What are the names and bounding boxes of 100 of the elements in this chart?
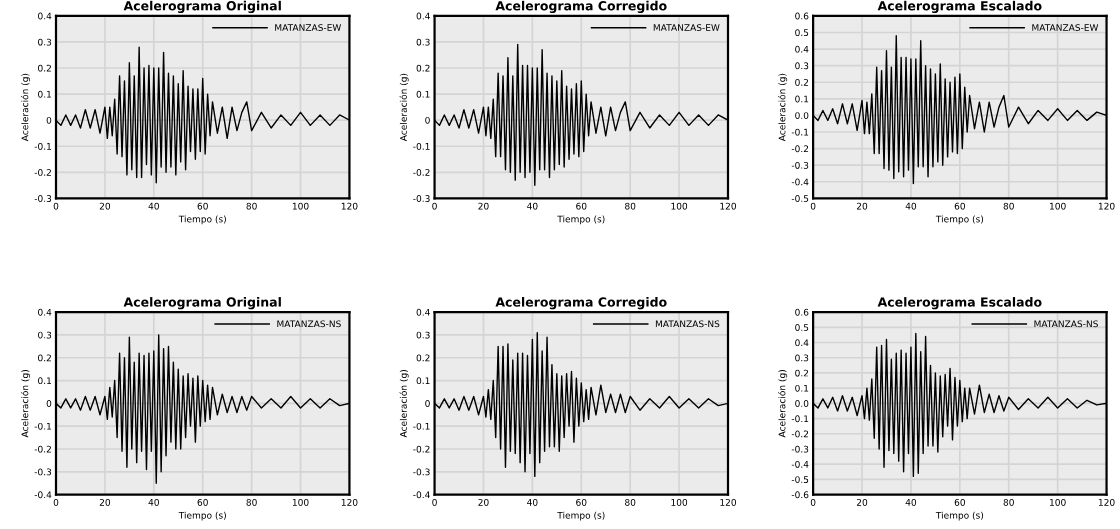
y-tick-label: 0.3 xyxy=(416,331,430,339)
y-tick-label: 0.2 xyxy=(416,354,430,362)
x-tick-label: 0 xyxy=(432,498,437,506)
x-tick-label: 100 xyxy=(1050,202,1066,210)
y-tick-label: -0.3 xyxy=(791,445,809,453)
y-tick-label: 0.2 xyxy=(416,64,430,72)
x-tick-label: 20 xyxy=(478,202,489,210)
x-tick-label: 20 xyxy=(99,202,111,210)
x-tick-label: 120 xyxy=(720,498,737,506)
y-tick-label: -0.2 xyxy=(791,145,809,153)
y-tick-label: 0.3 xyxy=(416,38,430,46)
y-tick-label: 0.2 xyxy=(795,369,809,377)
x-tick-label: 80 xyxy=(246,202,257,210)
y-tick-label: 0.3 xyxy=(795,354,809,362)
x-tick-label: 80 xyxy=(1003,202,1014,210)
y-tick-label: -0.1 xyxy=(413,142,430,150)
chart-title: Acelerograma Original xyxy=(123,297,281,310)
x-tick-label: 40 xyxy=(148,202,159,210)
y-tick-label: -0.1 xyxy=(34,422,51,430)
y-tick-label: 0.4 xyxy=(38,308,52,316)
y-tick-label: -0.2 xyxy=(34,169,51,176)
x-tick-label: 100 xyxy=(671,202,688,210)
y-tick-label: 0.4 xyxy=(416,308,430,316)
y-tick-label: 0.0 xyxy=(795,400,809,407)
y-tick-label: -0.3 xyxy=(413,468,430,476)
text: MATANZAS-NS xyxy=(655,320,720,328)
chart-title: Acelerograma Escalado xyxy=(877,0,1042,14)
y-tick-label: 0.3 xyxy=(795,62,809,70)
y-tick-label: -0.1 xyxy=(791,415,809,423)
text: MATANZAS-NS xyxy=(277,320,341,328)
y-tick-label: -0.4 xyxy=(791,460,809,468)
y-tick-label: -0.4 xyxy=(34,491,52,499)
x-tick-label: 120 xyxy=(1098,498,1115,506)
y-tick-label: 0.4 xyxy=(795,45,809,53)
x-tick-label: 40 xyxy=(527,498,538,506)
x-tick-label: 20 xyxy=(856,498,868,506)
y-axis-title: Aceleración (g) xyxy=(20,73,31,142)
y-tick-label: -0.1 xyxy=(791,128,809,136)
y-tick-label: -0.3 xyxy=(34,195,52,202)
x-tick-label: 100 xyxy=(292,202,309,210)
x-tick-label: 100 xyxy=(1050,498,1066,506)
y-tick-label: 0.1 xyxy=(795,384,809,392)
x-tick-label: 0 xyxy=(810,498,816,506)
y-tick-label: -0.6 xyxy=(791,491,809,499)
x-tick-label: 20 xyxy=(99,498,111,506)
x-tick-label: 100 xyxy=(292,498,309,506)
y-tick-label: 0.6 xyxy=(795,12,809,20)
x-tick-label: 40 xyxy=(905,202,917,210)
x-tick-label: 80 xyxy=(246,498,257,506)
x-tick-label: 20 xyxy=(856,202,868,210)
y-tick-label: 0.2 xyxy=(38,64,51,72)
x-tick-label: 80 xyxy=(1003,498,1014,506)
x-tick-label: 60 xyxy=(954,498,965,506)
y-tick-label: 0.3 xyxy=(38,331,52,339)
y-tick-label: -0.1 xyxy=(34,142,51,150)
y-tick-label: 0.1 xyxy=(795,95,809,103)
x-tick-label: 120 xyxy=(720,202,737,210)
y-tick-label: 0.0 xyxy=(795,112,809,119)
x-tick-label: 60 xyxy=(954,202,965,210)
y-tick-label: -0.5 xyxy=(791,476,809,483)
y-tick-label: -0.4 xyxy=(413,491,430,499)
chart-title: Acelerograma Corregido xyxy=(495,0,667,14)
y-tick-label: 0 xyxy=(46,116,52,124)
x-axis-title: Tiempo (s) xyxy=(935,511,984,521)
x-tick-label: 60 xyxy=(576,498,587,506)
x-axis-title: Tiempo (s) xyxy=(178,215,226,225)
y-tick-label: 0.4 xyxy=(795,339,809,347)
x-tick-label: 0 xyxy=(53,498,59,506)
x-tick-label: 40 xyxy=(905,498,917,506)
x-tick-label: 100 xyxy=(671,498,688,506)
y-tick-label: 0.5 xyxy=(795,324,809,331)
x-tick-label: 60 xyxy=(576,202,587,210)
y-tick-label: -0.2 xyxy=(791,430,809,438)
y-tick-label: 0.4 xyxy=(416,12,430,20)
text: MATANZAS-EW xyxy=(275,24,342,31)
y-tick-label: 0.4 xyxy=(38,12,52,20)
y-tick-label: 0.1 xyxy=(416,377,430,385)
y-tick-label: -0.4 xyxy=(791,178,809,186)
y-tick-label: 0 xyxy=(46,400,52,407)
x-tick-label: 120 xyxy=(1098,202,1115,210)
y-tick-label: 0.3 xyxy=(38,38,52,46)
x-axis-title: Tiempo (s) xyxy=(178,511,226,521)
x-tick-label: 120 xyxy=(341,202,358,210)
y-tick-label: 0 xyxy=(425,400,430,407)
y-tick-label: -0.3 xyxy=(34,468,52,476)
y-tick-label: -0.3 xyxy=(413,195,430,202)
chart-title: Acelerograma Escalado xyxy=(877,297,1042,310)
y-tick-label: 0.1 xyxy=(416,90,430,98)
x-tick-label: 80 xyxy=(625,202,636,210)
y-tick-label: -0.2 xyxy=(34,445,51,453)
y-tick-label: -0.5 xyxy=(791,195,809,202)
text: MATANZAS-EW xyxy=(1032,24,1099,31)
x-tick-label: 60 xyxy=(197,498,208,506)
y-tick-label: 0.6 xyxy=(795,308,809,316)
x-tick-label: 40 xyxy=(148,498,159,506)
y-tick-label: 0 xyxy=(425,116,430,124)
y-tick-label: -0.2 xyxy=(413,169,430,176)
y-tick-label: -0.1 xyxy=(413,422,430,430)
y-tick-label: 0.2 xyxy=(795,78,809,86)
x-tick-label: 0 xyxy=(810,202,816,210)
